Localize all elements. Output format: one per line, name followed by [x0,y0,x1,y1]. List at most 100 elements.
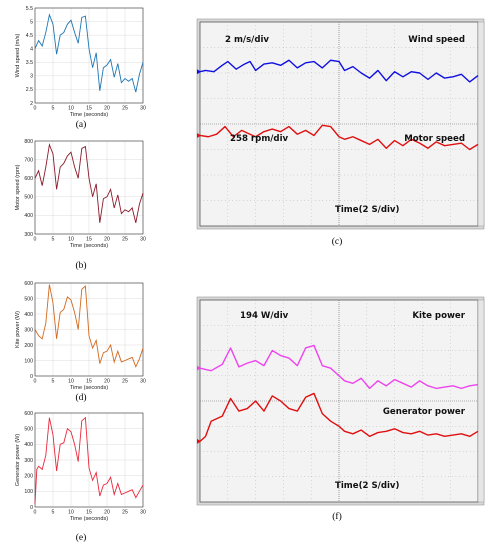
x-tick-label: 15 [86,106,92,112]
scope-label: 258 rpm/div [230,134,289,144]
scope-label: Wind speed [408,35,465,45]
x-tick-label: 15 [86,237,92,243]
y-axis-label: Generator power (W) [15,434,21,487]
y-tick-label: 100 [24,489,33,495]
x-tick-label: 30 [140,237,146,243]
panel-label-e: (e) [76,532,87,543]
scope-label: 2 m/s/div [225,35,269,45]
y-tick-label: 0 [30,505,33,511]
x-tick-label: 10 [68,379,74,385]
y-tick-label: 3.5 [26,60,33,66]
scope-side-strip [477,21,485,227]
x-tick-label: 20 [104,106,110,112]
x-tick-label: 10 [68,106,74,112]
x-axis-label: Time (seconds) [70,243,108,249]
x-tick-label: 0 [34,510,37,516]
series-line [34,143,144,223]
y-tick-label: 200 [24,473,33,479]
panel-label-a: (a) [76,119,87,130]
x-tick-label: 25 [122,510,128,516]
panel-label-d: (d) [75,392,86,403]
scope-side-strip [477,299,485,503]
scope-c: 2 m/s/div Wind speed 258 rpm/div Motor spee… [196,18,485,247]
y-tick-label: 600 [24,176,33,182]
scope-label: Time(2 S/div) [335,481,400,491]
y-tick-label: 4 [30,47,33,53]
scope-label: Kite power [412,311,465,321]
x-tick-label: 5 [52,237,55,243]
scope-label: Time(2 S/div) [335,205,400,215]
scope-trace-1 [199,124,479,151]
series-line [34,284,144,368]
x-tick-label: 15 [86,379,92,385]
x-tick-label: 25 [122,106,128,112]
y-tick-label: 100 [24,358,33,364]
y-tick-label: 500 [24,296,33,302]
y-tick-label: 4.5 [26,33,33,39]
y-tick-label: 3 [30,74,33,80]
channel-marker [197,69,201,75]
plot-frame [34,140,144,235]
y-tick-label: 2 [30,101,33,107]
scope-trace-0 [199,59,479,83]
x-tick-label: 15 [86,510,92,516]
scope-label: Generator power [383,407,466,417]
chart-b: 0 5 10 15 20 25 30 300 400 500 600 700 800 Time (seco… [15,139,146,271]
y-tick-label: 800 [24,139,33,145]
x-axis-label: Time (seconds) [70,385,108,391]
channel-marker [197,132,201,138]
plot-frame [34,7,144,104]
y-tick-label: 200 [24,343,33,349]
x-tick-label: 0 [34,106,37,112]
y-tick-label: 5 [30,19,33,25]
x-tick-label: 20 [104,510,110,516]
x-tick-label: 5 [52,106,55,112]
scope-f: 194 W/div Kite power Generator power Time(2… [196,296,485,522]
x-tick-label: 20 [104,237,110,243]
scope-trace-1 [199,392,479,442]
x-tick-label: 10 [68,510,74,516]
y-tick-label: 400 [24,442,33,448]
y-axis-label: Motor speed (rpm) [15,164,21,210]
y-tick-label: 300 [24,458,33,464]
y-tick-label: 600 [24,281,33,287]
x-tick-label: 25 [122,379,128,385]
scope-label: 194 W/div [240,311,289,321]
y-tick-label: 300 [24,327,33,333]
y-tick-label: 300 [24,232,33,238]
y-tick-label: 400 [24,312,33,318]
series-line [34,13,144,93]
y-tick-label: 400 [24,213,33,219]
y-tick-label: 5.5 [26,6,33,12]
channel-marker [197,438,201,444]
x-tick-label: 30 [140,510,146,516]
panel-label-f: (f) [332,511,342,522]
x-tick-label: 25 [122,237,128,243]
channel-marker [197,365,201,371]
x-tick-label: 10 [68,237,74,243]
y-tick-label: 500 [24,426,33,432]
y-axis-label: Kite power (W) [15,311,21,348]
x-tick-label: 0 [34,379,37,385]
x-axis-label: Time (seconds) [70,516,108,522]
panel-label-c: (c) [332,236,343,247]
scope-label: Motor speed [404,134,465,144]
chart-a: 0 5 10 15 20 25 30 2 2.5 3 3.5 4 4.5 5 5.5 Time (second… [15,6,146,130]
x-tick-label: 0 [34,237,37,243]
x-tick-label: 20 [104,379,110,385]
y-tick-label: 600 [24,411,33,417]
x-tick-label: 30 [140,106,146,112]
x-axis-label: Time (seconds) [70,112,108,118]
y-tick-label: 0 [30,374,33,380]
x-tick-label: 30 [140,379,146,385]
y-tick-label: 700 [24,157,33,163]
x-tick-label: 5 [52,510,55,516]
y-tick-label: 500 [24,195,33,201]
y-axis-label: Wind speed (m/s) [15,33,21,77]
y-tick-label: 2.5 [26,87,33,93]
panel-label-b: (b) [75,260,86,271]
scope-trace-0 [199,344,479,390]
